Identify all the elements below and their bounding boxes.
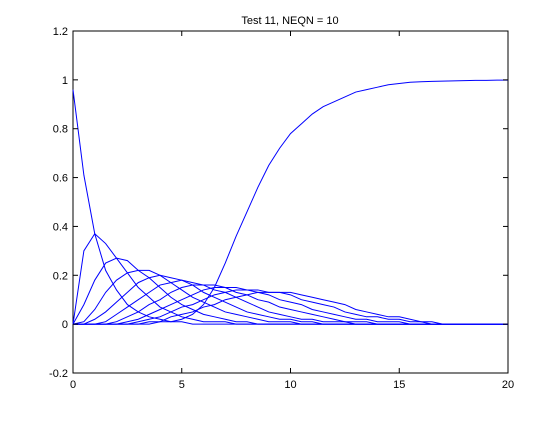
series-line-9 — [73, 289, 508, 325]
y-tick-label: 0.2 — [53, 270, 68, 282]
y-tick-label: 0 — [62, 319, 68, 331]
x-tick-label: 15 — [393, 379, 405, 391]
y-tick-label: -0.2 — [49, 368, 68, 380]
y-tick-label: 0.6 — [53, 173, 68, 185]
chart-title: Test 11, NEQN = 10 — [241, 15, 338, 27]
y-tick-label: 0.4 — [53, 221, 68, 233]
series-layer — [72, 79, 508, 325]
x-tick-label: 0 — [70, 379, 76, 391]
series-line-10 — [73, 291, 508, 325]
y-tick-label: 1.2 — [53, 26, 68, 38]
y-tick-label: 1 — [62, 75, 68, 87]
y-tick-label: 0.8 — [53, 124, 68, 136]
series-line-11 — [73, 79, 508, 325]
x-tick-label: 20 — [502, 379, 514, 391]
tick-layer: 0 5 10 15 20-0.200.20.40.60.811.2 — [49, 26, 514, 391]
x-tick-label: 10 — [284, 379, 296, 391]
x-tick-label: 5 — [179, 379, 185, 391]
